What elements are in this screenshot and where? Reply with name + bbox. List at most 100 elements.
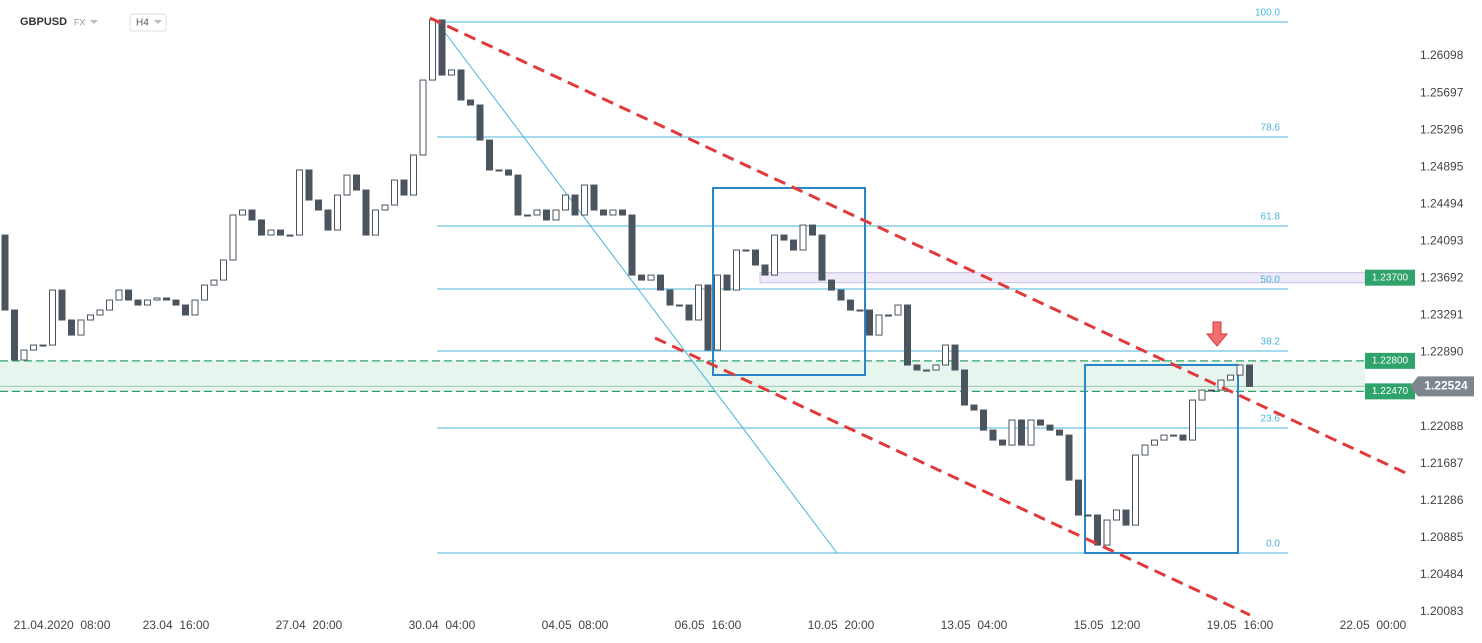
price-tag (1365, 269, 1415, 286)
candle-body (628, 214, 636, 276)
candle-body (1084, 514, 1092, 517)
candle-body (106, 299, 113, 311)
candle-body (115, 289, 123, 301)
candle-body (429, 19, 436, 81)
candle-body (438, 19, 446, 76)
candle-body (239, 209, 246, 216)
candle-body (486, 139, 493, 171)
candle-body (1151, 439, 1158, 446)
highlight-box (1084, 364, 1239, 554)
x-tick-label: 27.04 20:00 (276, 618, 343, 632)
candle-body (771, 234, 778, 276)
candle-body (847, 299, 854, 311)
candle-body (657, 274, 664, 291)
candle-body (191, 299, 199, 316)
market: FX (74, 17, 86, 27)
x-tick-label: 04.05 08:00 (542, 618, 609, 632)
candle-body (752, 249, 759, 266)
candle-body (1075, 479, 1082, 516)
candle-body (277, 229, 284, 236)
price-tag (1365, 383, 1415, 400)
price-tag (1365, 352, 1415, 369)
candle-body (894, 304, 902, 316)
candle-body (1160, 434, 1168, 441)
candle-body (552, 209, 560, 221)
candle-body (780, 234, 788, 241)
candle-body (609, 209, 617, 216)
candles-layer (1, 19, 1253, 546)
candle-body (505, 169, 512, 176)
candle-body (923, 369, 930, 372)
candle-body (1179, 434, 1187, 441)
candle-body (932, 364, 940, 371)
y-tick-label: 1.21286 (1420, 493, 1464, 507)
x-tick-label: 21.04.2020 08:00 (14, 618, 111, 632)
y-tick-label: 1.25296 (1420, 122, 1464, 136)
candle-body (790, 239, 797, 251)
candle-body (258, 219, 265, 236)
candle-body (144, 299, 151, 306)
candle-body (419, 79, 427, 156)
candle-body (305, 169, 313, 201)
candle-body (1141, 444, 1149, 456)
candle-body (87, 314, 94, 321)
candle-body (1113, 509, 1120, 521)
candle-body (1236, 364, 1244, 376)
candle-body (1056, 429, 1063, 436)
timeframe-selector[interactable] (129, 13, 167, 32)
x-tick-label: 10.05 20:00 (808, 618, 875, 632)
candle-body (942, 344, 949, 366)
candle-body (761, 264, 769, 276)
candle-body (343, 174, 351, 196)
candle-body (49, 289, 56, 346)
candle-body (524, 214, 531, 217)
candle-body (809, 224, 816, 236)
candle-body (400, 179, 408, 196)
candle-body (353, 174, 360, 191)
candle-body (267, 229, 275, 236)
candle-body (666, 289, 674, 306)
candle-body (11, 309, 18, 361)
fib-label: 0.0 (1266, 539, 1280, 550)
y-tick-label: 1.26098 (1420, 48, 1464, 62)
candle-body (153, 297, 161, 301)
y-tick-label: 1.25697 (1420, 85, 1464, 99)
candle-body (581, 184, 588, 216)
candle-body (30, 344, 37, 351)
candle-body (39, 344, 47, 347)
y-tick-label: 1.21687 (1420, 456, 1464, 470)
candle-body (1132, 454, 1139, 526)
candle-body (638, 274, 645, 281)
candle-body (543, 209, 550, 221)
dropdown-caret[interactable] (90, 20, 98, 24)
candle-body (619, 209, 626, 216)
candle-body (77, 319, 85, 336)
candle-body (1208, 389, 1215, 392)
fib-label: 61.8 (1261, 212, 1281, 223)
x-tick-label: 30.04 04:00 (409, 618, 476, 632)
candle-body (799, 224, 807, 251)
y-tick-label: 1.24093 (1420, 234, 1464, 248)
candle-body (334, 194, 341, 231)
candle-body (410, 154, 417, 196)
trend-line-upper (429, 16, 1411, 477)
candle-body (495, 169, 503, 172)
candle-body (1189, 399, 1196, 441)
candle-body (970, 404, 978, 411)
y-tick-label: 1.24494 (1420, 196, 1464, 210)
candle-body (1103, 519, 1111, 546)
candle-body (951, 344, 959, 371)
x-tick-label: 19.05 16:00 (1207, 618, 1274, 632)
fib-label: 78.6 (1261, 123, 1281, 134)
candle-body (229, 214, 237, 261)
symbol: GBPUSD (20, 16, 67, 28)
candle-body (220, 259, 227, 281)
candle-body (856, 309, 864, 312)
candle-body (1065, 434, 1073, 481)
x-tick-label: 06.05 16:00 (675, 618, 742, 632)
x-tick-label: 23.04 16:00 (143, 618, 210, 632)
candle-body (296, 169, 303, 236)
price-tag-label: 1.22800 (1372, 355, 1409, 366)
y-tick-label: 1.20484 (1420, 567, 1464, 581)
